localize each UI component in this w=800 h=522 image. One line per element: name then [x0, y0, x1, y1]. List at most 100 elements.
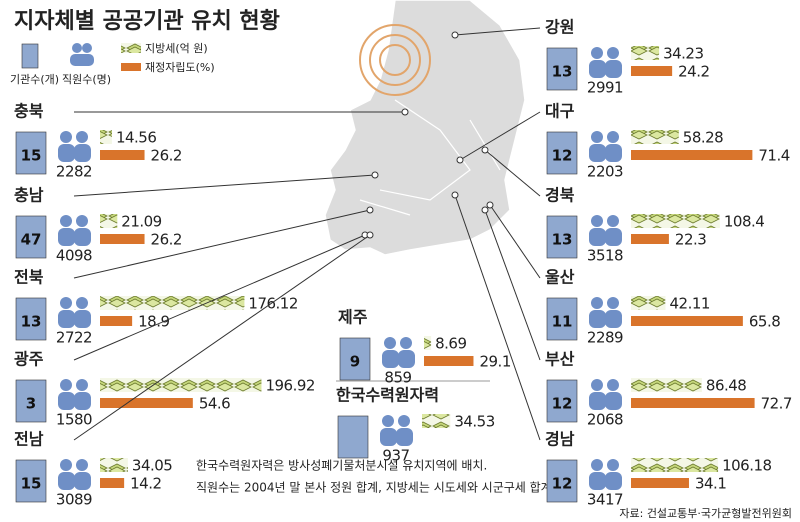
fiscal-label: 34.1	[695, 475, 726, 493]
local-tax-bar	[100, 296, 245, 310]
note: 직원수는 2004년 말 본사 정원 합계, 지방세는 시도세와 시군구세 합계…	[196, 481, 556, 495]
local-tax-label: 58.28	[683, 129, 723, 147]
person-head	[76, 297, 88, 309]
agency-count: 12	[552, 475, 573, 493]
person-body	[589, 144, 606, 162]
person-head	[60, 379, 72, 391]
person-head	[607, 459, 619, 471]
local-tax-bar	[631, 214, 720, 228]
region-name: 울산	[545, 268, 575, 287]
person-body	[398, 350, 415, 368]
person-body	[396, 428, 413, 446]
legend-label: 기관수(개)	[10, 73, 59, 86]
building-icon	[337, 415, 369, 459]
local-tax-bar	[422, 414, 451, 428]
fiscal-bar	[100, 150, 145, 160]
fiscal-bar	[631, 234, 669, 244]
region-name: 제주	[338, 308, 368, 327]
map	[324, 0, 526, 256]
employee-count: 2282	[56, 163, 92, 181]
fiscal-label: 22.3	[675, 231, 706, 249]
local-tax-bar	[424, 336, 432, 350]
person-body	[58, 472, 75, 490]
fiscal-label: 14.2	[130, 475, 161, 493]
person-head	[76, 215, 88, 227]
building-icon	[15, 215, 47, 259]
local-tax-label: 14.56	[116, 129, 156, 147]
leader-line	[73, 174, 376, 197]
agency-count: 11	[552, 313, 573, 331]
local-tax-bar	[100, 130, 112, 144]
leader-line	[489, 204, 541, 279]
fiscal-label: 18.9	[138, 313, 169, 331]
leader-line	[484, 149, 541, 197]
map-dot	[456, 156, 464, 164]
fiscal-label: 65.8	[749, 313, 780, 331]
employee-count: 937	[382, 447, 409, 465]
map-dot	[451, 191, 459, 199]
person-head	[60, 459, 72, 471]
fiscal-label: 26.2	[151, 231, 182, 249]
local-tax-bar	[631, 46, 660, 60]
person-head	[591, 459, 603, 471]
map-dot	[366, 206, 374, 214]
person-head	[607, 47, 619, 59]
person-body	[74, 392, 91, 410]
map-dot	[481, 146, 489, 154]
building-icon	[15, 131, 47, 175]
legend: 기관수(개) 직원수(명) 지방세(억 원) 재정자립도(%)	[10, 42, 215, 86]
leader-line	[73, 209, 371, 279]
person-body	[605, 60, 622, 78]
note: 한국수력원자력은 방사성폐기물처분시설 유치지역에 배치.	[196, 459, 487, 473]
person-head	[382, 415, 394, 427]
person-head	[76, 379, 88, 391]
agency-count: 3	[26, 395, 36, 413]
building-icon	[546, 215, 578, 259]
person-body	[382, 350, 399, 368]
employee-count: 3089	[56, 491, 92, 509]
employee-count: 3417	[587, 491, 623, 509]
person-body	[589, 60, 606, 78]
fiscal-bar	[631, 398, 755, 408]
agency-count: 13	[21, 313, 42, 331]
region-name: 충남	[14, 186, 44, 205]
local-tax-bar	[100, 378, 262, 392]
region-name: 대구	[545, 102, 575, 121]
region-name: 전남	[14, 430, 44, 449]
employee-count: 2203	[587, 163, 623, 181]
employee-count: 859	[384, 369, 411, 387]
local-tax-label: 176.12	[248, 295, 298, 313]
person-head	[60, 297, 72, 309]
employee-count: 3518	[587, 247, 623, 265]
person-head	[607, 379, 619, 391]
employee-count: 4098	[56, 247, 92, 265]
region-name: 한국수력원자력	[336, 386, 439, 405]
map-dot	[366, 231, 374, 239]
local-tax-label: 8.69	[435, 335, 466, 353]
person-head	[607, 131, 619, 143]
fiscal-label: 54.6	[199, 395, 230, 413]
person-body	[74, 228, 91, 246]
region-name: 전북	[14, 268, 44, 287]
local-tax-bar	[100, 214, 118, 228]
legend-label: 지방세(억 원)	[145, 42, 208, 55]
person-body	[58, 392, 75, 410]
region-name: 경북	[545, 186, 575, 205]
building-icon	[546, 459, 578, 503]
person-body	[589, 228, 606, 246]
source: 자료: 건설교통부·국가균형발전위원회	[619, 507, 792, 520]
local-tax-bar	[100, 458, 128, 472]
person-head	[591, 131, 603, 143]
building-icon	[15, 459, 47, 503]
fiscal-bar	[100, 234, 145, 244]
agency-count: 47	[21, 231, 42, 249]
fiscal-bar	[424, 356, 474, 366]
fiscal-bar	[100, 398, 193, 408]
agency-count: 12	[552, 395, 573, 413]
building-icon	[339, 337, 371, 381]
agency-count: 15	[21, 147, 42, 165]
person-body	[58, 228, 75, 246]
building-icon	[546, 131, 578, 175]
fiscal-bar	[100, 478, 125, 488]
agency-count: 13	[552, 231, 573, 249]
